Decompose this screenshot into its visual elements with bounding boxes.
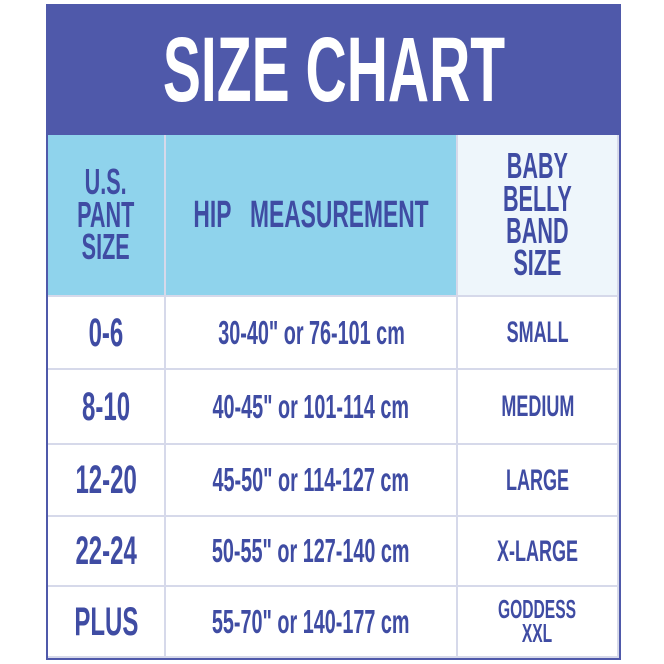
table-cell: 30-40" or 76-101 cm [166,297,458,370]
table-cell: 55-70" or 140-177 cm [166,587,458,658]
cell-text: GODDESS XXL [498,594,577,648]
table-cell: 45-50" or 114-127 cm [166,445,458,517]
column-header: U.S. PANT SIZE [48,135,166,297]
cell-text: MEDIUM [501,390,574,423]
table-cell: SMALL [458,297,619,370]
column-header: BABY BELLY BAND SIZE [458,135,619,297]
table-cell: 12-20 [48,445,166,517]
cell-text: U.S. PANT SIZE [77,161,135,268]
cell-text: 50-55" or 127-140 cm [212,532,410,570]
cell-text: SMALL [506,316,569,349]
table-cell: PLUS [48,587,166,658]
cell-text: LARGE [506,463,569,497]
table-cell: 22-24 [48,517,166,587]
cell-text: HIP MEASUREMENT [193,193,429,236]
title: SIZE CHART [162,19,505,122]
cell-text: 0-6 [88,310,124,355]
cell-text: 22-24 [75,529,137,573]
cell-text: BABY BELLY BAND SIZE [503,145,572,284]
column-header: HIP MEASUREMENT [166,135,458,297]
cell-text: 8-10 [81,384,131,429]
table-cell: LARGE [458,445,619,517]
table-cell: 50-55" or 127-140 cm [166,517,458,587]
cell-text: PLUS [73,599,139,644]
cell-text: 45-50" or 114-127 cm [212,461,410,499]
table-cell: X-LARGE [458,517,619,587]
cell-text: 30-40" or 76-101 cm [217,313,405,351]
cell-text: X-LARGE [497,534,578,568]
cell-text: 55-70" or 140-177 cm [212,602,410,640]
table-cell: 40-45" or 101-114 cm [166,370,458,445]
title-bar: SIZE CHART [48,6,619,135]
table-cell: GODDESS XXL [458,587,619,658]
cell-text: 40-45" or 101-114 cm [212,387,410,425]
size-chart: SIZE CHART U.S. PANT SIZE HIP MEASUREMENT… [46,4,621,660]
table-cell: 0-6 [48,297,166,370]
table-cell: MEDIUM [458,370,619,445]
cell-text: 12-20 [75,458,137,502]
table-cell: 8-10 [48,370,166,445]
